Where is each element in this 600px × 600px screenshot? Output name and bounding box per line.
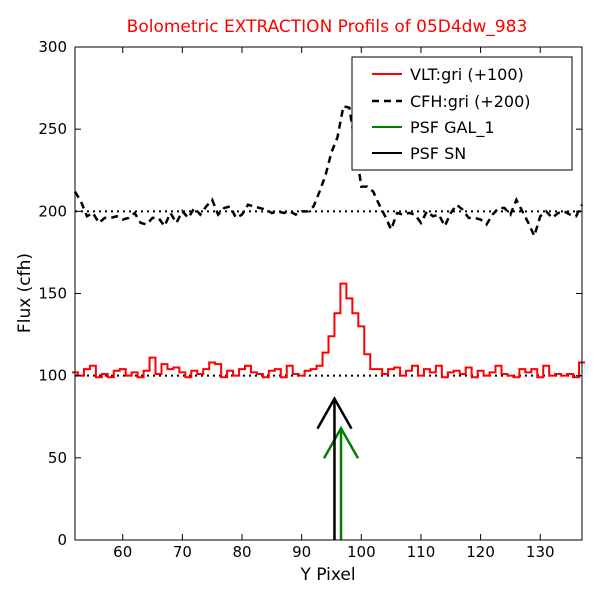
series-vlt-gri-100	[72, 282, 585, 379]
y-axis-label: Flux (cfh)	[15, 253, 35, 333]
y-tick-label: 250	[38, 120, 67, 138]
x-tick-label: 80	[232, 543, 251, 561]
y-tick-label: 100	[38, 367, 67, 385]
legend: VLT:gri (+100) CFH:gri (+200) PSF GAL_1 …	[351, 56, 573, 171]
chart-title: Bolometric EXTRACTION Profils of 05D4dw_…	[127, 17, 528, 37]
x-tick-label: 100	[347, 543, 376, 561]
legend-label-psf-sn: PSF SN	[410, 144, 466, 163]
legend-label-cfh: CFH:gri (+200)	[410, 92, 531, 111]
x-tick-label: 130	[526, 543, 555, 561]
axis-ticks: 60 70 80 90 100 110 120 130 0 50 100 150 200 250 300	[38, 38, 582, 561]
legend-label-vlt: VLT:gri (+100)	[410, 65, 524, 84]
x-tick-label: 60	[113, 543, 132, 561]
series-cfh-gri-200	[73, 104, 584, 240]
y-tick-label: 50	[48, 449, 67, 467]
y-tick-label: 150	[38, 285, 67, 303]
y-tick-label: 300	[38, 38, 67, 56]
plot-area	[72, 104, 585, 540]
x-tick-label: 90	[292, 543, 311, 561]
x-axis-label: Y Pixel	[299, 565, 355, 585]
x-tick-label: 110	[407, 543, 436, 561]
y-tick-label: 200	[38, 202, 67, 220]
legend-label-psf-gal: PSF GAL_1	[410, 118, 495, 138]
y-tick-label: 0	[57, 531, 67, 549]
arrow-psf-gal-1	[322, 425, 360, 540]
legend-box	[351, 56, 573, 171]
arrow-psf-sn	[316, 396, 353, 540]
x-tick-label: 70	[173, 543, 192, 561]
x-tick-label: 120	[466, 543, 495, 561]
